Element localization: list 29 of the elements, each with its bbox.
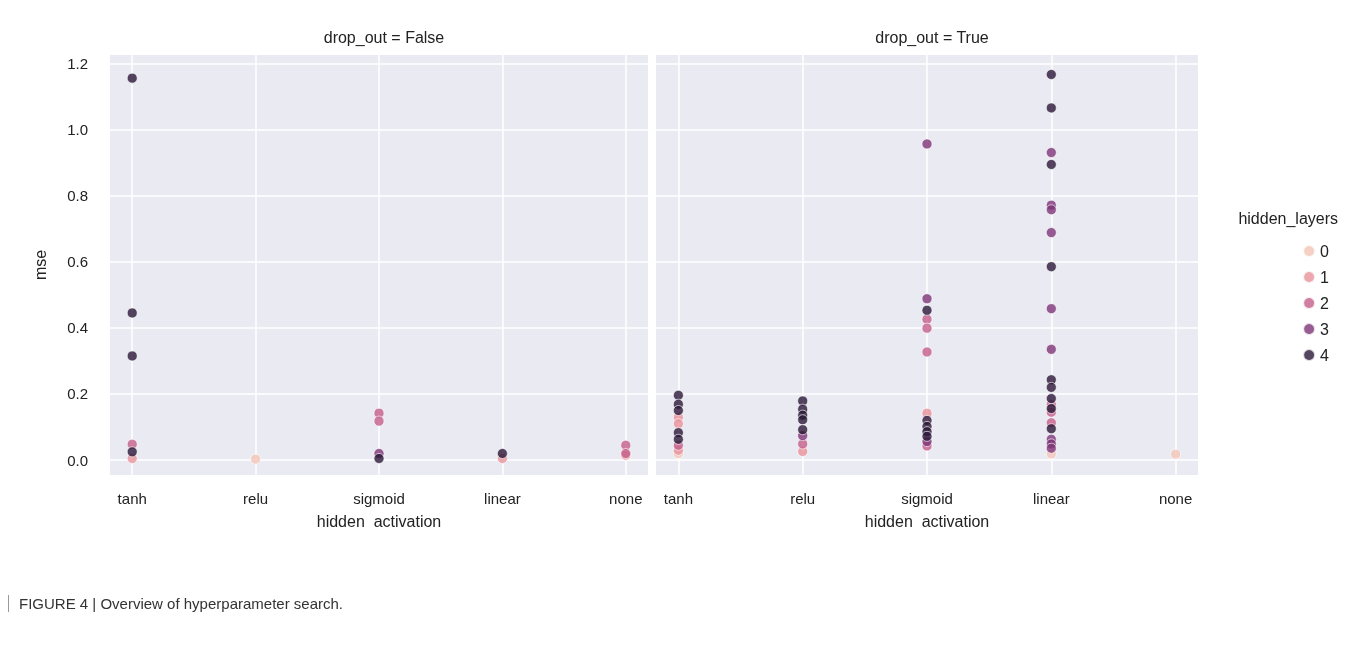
legend-title: hidden_layers: [1238, 209, 1338, 228]
x-axis-title: hidden activation: [316, 512, 442, 530]
legend-label: 4: [1320, 346, 1330, 364]
legend-label: 0: [1320, 242, 1330, 260]
x-tick-label: sigmoid: [901, 490, 953, 507]
y-tick-label: 1.0: [67, 120, 88, 138]
x-tick-label: none: [609, 490, 643, 507]
y-tick-label: 0.8: [67, 187, 88, 205]
y-tick-label: 0.6: [67, 253, 88, 271]
legend-label: 3: [1320, 320, 1330, 338]
y-tick-label: 0.0: [67, 451, 88, 469]
x-tick-label: none: [1158, 490, 1193, 507]
x-tick-label: tanh: [117, 490, 147, 507]
y-tick-label: 0.2: [67, 385, 88, 403]
chart-title: drop_out = False: [323, 28, 445, 47]
x-tick-label: relu: [243, 490, 269, 507]
chart-title: drop_out = True: [875, 28, 989, 47]
x-tick-label: tanh: [663, 490, 693, 507]
x-axis-title: hidden activation: [864, 512, 990, 530]
legend-label: 1: [1320, 268, 1330, 286]
y-axis-title: mse: [31, 249, 49, 281]
y-tick-label: 1.2: [67, 54, 88, 72]
caption: FIGURE 4 | Overview of hyperparameter search.: [8, 595, 1348, 612]
x-tick-label: linear: [1032, 490, 1070, 507]
x-tick-label: relu: [790, 490, 816, 507]
x-tick-label: sigmoid: [353, 490, 405, 507]
y-tick-label: 0.4: [67, 319, 88, 337]
legend-label: 2: [1320, 294, 1330, 312]
x-tick-label: linear: [484, 490, 521, 507]
